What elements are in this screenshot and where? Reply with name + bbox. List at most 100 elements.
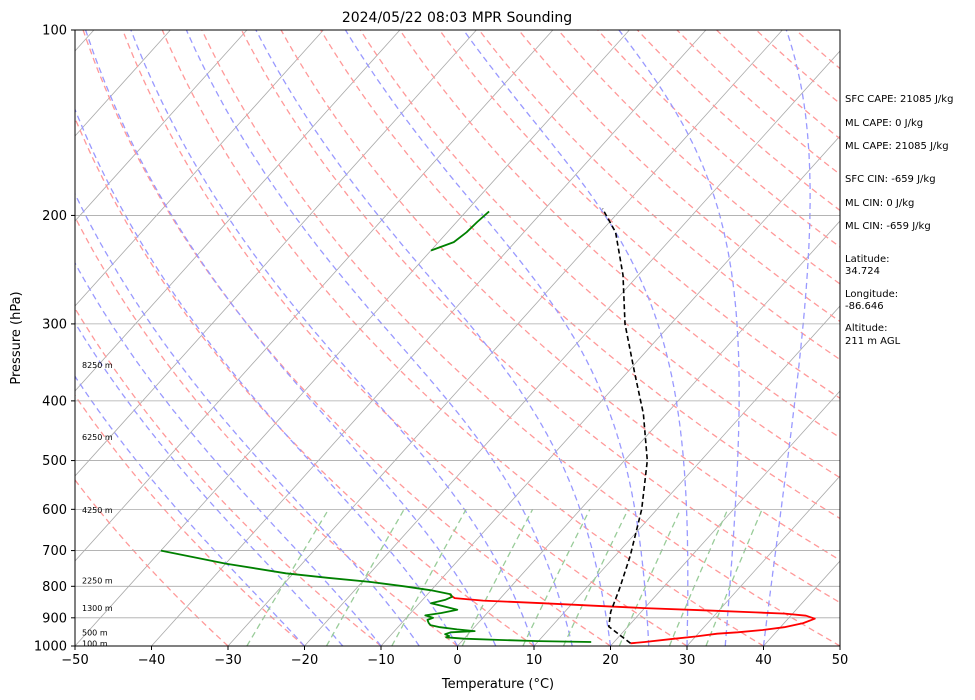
dry-adiabat-line bbox=[75, 307, 382, 646]
ml-cin-text: ML CIN: 0 J/kg bbox=[845, 198, 914, 209]
y-tick-label: 300 bbox=[42, 317, 67, 332]
dry-adiabat-line bbox=[716, 30, 840, 140]
y-tick-label: 800 bbox=[42, 580, 67, 595]
mixing-ratio-line bbox=[461, 508, 534, 646]
dry-adiabat-line bbox=[161, 30, 764, 646]
isotherm-line bbox=[304, 50, 840, 646]
x-tick-label: 20 bbox=[602, 653, 619, 668]
background-lines bbox=[75, 30, 840, 646]
moist-adiabat-line bbox=[344, 30, 650, 646]
y-tick-label: 400 bbox=[42, 394, 67, 409]
y-tick-label: 500 bbox=[42, 454, 67, 469]
y-tick-label: 600 bbox=[42, 503, 67, 518]
moist-adiabat-line bbox=[462, 30, 689, 646]
sounding-series-line bbox=[430, 210, 490, 252]
x-tick-label: 50 bbox=[832, 653, 849, 668]
x-tick-label: −10 bbox=[367, 653, 394, 668]
moist-adiabat-line bbox=[185, 30, 573, 646]
x-axis-ticks: −50 −40 −30 −20 −10 0 10 20 30 40 50 bbox=[61, 646, 848, 668]
moist-adiabat-line bbox=[75, 261, 382, 646]
mixing-ratio-line bbox=[705, 509, 763, 646]
dry-adiabat-line bbox=[478, 30, 840, 361]
location-info: Latitude: 34.724 Longitude: -86.646 Alti… bbox=[845, 254, 901, 347]
isotherm-line bbox=[75, 30, 554, 562]
isotherm-line bbox=[457, 220, 840, 646]
isotherm-line bbox=[75, 30, 477, 477]
isotherm-line bbox=[686, 475, 840, 646]
dry-adiabat-line bbox=[75, 215, 458, 646]
dry-adiabat-line bbox=[518, 30, 840, 323]
mixing-ratio-line bbox=[246, 508, 330, 646]
height-label: 6250 m bbox=[82, 433, 113, 442]
isotherm-line bbox=[151, 30, 707, 646]
isotherm-line bbox=[75, 30, 630, 646]
dry-adiabat-line bbox=[399, 30, 840, 439]
isotherm-line bbox=[75, 30, 248, 222]
mixing-ratio-line bbox=[562, 509, 629, 646]
sounding-series-line bbox=[449, 594, 816, 645]
dry-adiabat-line bbox=[75, 116, 535, 646]
mixing-ratio-line bbox=[618, 509, 682, 646]
dry-adiabat-line bbox=[280, 30, 840, 561]
y-tick-label: 1000 bbox=[34, 640, 67, 655]
height-label: 100 m bbox=[82, 639, 108, 648]
longitude-value: -86.646 bbox=[845, 301, 884, 312]
altitude-label: Altitude: bbox=[845, 323, 887, 334]
isotherm-line bbox=[75, 30, 401, 392]
y-axis-label: Pressure (hPa) bbox=[9, 291, 24, 384]
altitude-value: 211 m AGL bbox=[845, 336, 901, 347]
thermo-indices: SFC CAPE: 21085 J/kg ML CAPE: 0 J/kg ML … bbox=[845, 94, 953, 232]
y-tick-label: 100 bbox=[42, 24, 67, 39]
sounding-profiles bbox=[160, 208, 816, 645]
dry-adiabat-line bbox=[75, 478, 229, 646]
dry-adiabat-line bbox=[320, 30, 840, 520]
height-label: 1300 m bbox=[82, 604, 113, 613]
ml-cape-text-2: ML CAPE: 21085 J/kg bbox=[845, 141, 949, 152]
ml-cape-text: ML CAPE: 0 J/kg bbox=[845, 118, 923, 129]
dry-adiabat-line bbox=[359, 30, 840, 479]
y-tick-label: 200 bbox=[42, 209, 67, 224]
height-label: 2250 m bbox=[82, 577, 113, 586]
mixing-ratio-line bbox=[391, 508, 467, 646]
x-axis-label: Temperature (°C) bbox=[441, 677, 554, 692]
x-tick-label: 10 bbox=[526, 653, 543, 668]
isotherm-line bbox=[533, 305, 840, 646]
moist-adiabat-line bbox=[84, 30, 497, 646]
moist-adiabat-line bbox=[130, 30, 535, 646]
moist-adiabat-line bbox=[75, 107, 459, 646]
height-label: 500 m bbox=[82, 628, 108, 637]
height-label: 4250 m bbox=[82, 506, 113, 515]
chart-title: 2024/05/22 08:03 MPR Sounding bbox=[342, 10, 572, 26]
x-tick-label: 40 bbox=[755, 653, 772, 668]
mixing-ratio-line bbox=[668, 509, 729, 646]
moist-adiabat-line bbox=[762, 30, 811, 646]
latitude-value: 34.724 bbox=[845, 266, 880, 277]
sounding-series-line bbox=[160, 549, 592, 643]
x-tick-label: −40 bbox=[138, 653, 165, 668]
mixing-ratio-line bbox=[522, 509, 591, 646]
ml-cin-text-2: ML CIN: -659 J/kg bbox=[845, 221, 931, 232]
x-tick-label: 30 bbox=[679, 653, 696, 668]
dry-adiabat-line bbox=[122, 30, 688, 646]
height-labels: 8250 m 6250 m 4250 m 2250 m 1300 m 500 m 100 m bbox=[82, 361, 113, 648]
dry-adiabat-line bbox=[240, 30, 840, 604]
y-axis-ticks: 100 200 300 400 500 600 700 800 900 1000 bbox=[34, 24, 75, 655]
isotherm-line bbox=[227, 30, 783, 646]
dry-adiabat-line bbox=[201, 30, 840, 646]
moist-adiabat-line bbox=[618, 30, 740, 646]
x-tick-label: −30 bbox=[214, 653, 241, 668]
mixing-ratio-line bbox=[325, 508, 405, 646]
dry-adiabat-line bbox=[636, 30, 840, 212]
height-label: 8250 m bbox=[82, 361, 113, 370]
latitude-label: Latitude: bbox=[845, 254, 890, 265]
x-tick-label: −20 bbox=[291, 653, 318, 668]
y-tick-label: 700 bbox=[42, 544, 67, 559]
isotherm-line bbox=[610, 390, 840, 646]
isotherm-line bbox=[75, 30, 324, 307]
longitude-label: Longitude: bbox=[845, 289, 898, 300]
y-tick-label: 900 bbox=[42, 611, 67, 626]
sounding-series-line bbox=[601, 208, 649, 644]
isotherm-line bbox=[380, 135, 840, 646]
